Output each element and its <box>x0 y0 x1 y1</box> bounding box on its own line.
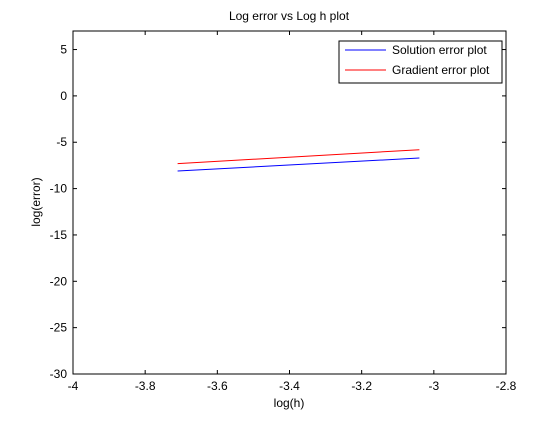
x-tick-label: -3.2 <box>351 379 372 393</box>
plot-area <box>72 30 507 375</box>
y-tick-label: -15 <box>50 228 68 242</box>
y-ticks: -30 -25 -20 -15 -10 -5 0 5 <box>50 43 506 381</box>
y-axis-label: log(error) <box>29 177 43 226</box>
x-tick-label: -3.8 <box>135 379 156 393</box>
series-line-1 <box>177 157 420 172</box>
y-tick-label: -10 <box>50 182 68 196</box>
x-ticks: -4 -3.8 -3.6 -3.4 -3.2 -3 -2.8 <box>68 31 517 393</box>
y-tick-label: -20 <box>50 274 68 288</box>
x-tick-label: -4 <box>68 379 79 393</box>
chart-title: Log error vs Log h plot <box>229 9 350 23</box>
series-line-2 <box>177 149 420 165</box>
legend: Solution error plot Gradient error plot <box>338 40 503 84</box>
legend-box <box>338 40 503 84</box>
y-tick-label: 0 <box>60 89 67 103</box>
x-tick-label: -3.4 <box>279 379 300 393</box>
x-tick-label: -3 <box>428 379 439 393</box>
x-tick-label: -3.6 <box>207 379 228 393</box>
x-tick-label: -2.8 <box>496 379 517 393</box>
y-tick-label: -5 <box>56 135 67 149</box>
legend-label-2: Gradient error plot <box>392 63 490 77</box>
y-tick-label: -25 <box>50 321 68 335</box>
x-axis-label: log(h) <box>274 396 305 410</box>
y-tick-label: -30 <box>50 367 68 381</box>
series-lines <box>177 149 420 172</box>
y-tick-label: 5 <box>60 43 67 57</box>
legend-label-1: Solution error plot <box>392 43 487 57</box>
